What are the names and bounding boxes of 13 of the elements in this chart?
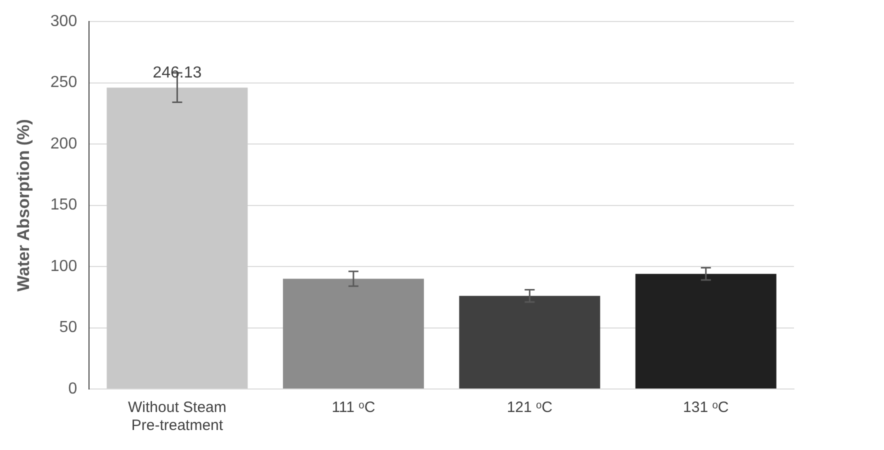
- y-tick-label: 150: [50, 196, 78, 214]
- y-tick-label: 200: [50, 135, 78, 152]
- y-tick-label: 300: [50, 13, 78, 30]
- x-tick-label: 121 ᵒC: [506, 399, 553, 416]
- x-tick-label: Without Steam Pre-treatment: [128, 399, 226, 434]
- y-tick-label: 250: [50, 74, 78, 92]
- y-tick-label: 50: [59, 319, 78, 336]
- x-tick-label: 111 ᵒC: [332, 399, 376, 416]
- data-label: 246.13: [152, 64, 202, 82]
- y-axis-title: Water Absorption (%): [14, 119, 33, 292]
- y-tick-label: 100: [50, 258, 78, 275]
- x-tick-label: 131 ᵒC: [683, 399, 729, 416]
- y-tick-label: 0: [68, 380, 78, 398]
